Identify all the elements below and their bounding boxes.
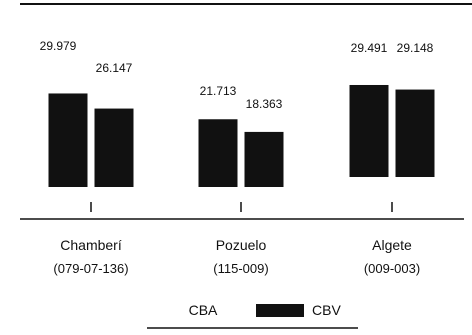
value-label-cba-2: 29.491	[351, 41, 388, 55]
x-tick-label-1: Pozuelo	[216, 237, 267, 253]
value-label-cbv-1: 18.363	[246, 97, 283, 111]
legend-label-cba: CBA	[189, 302, 218, 318]
bar-cba-2	[349, 84, 389, 177]
x-tick-code-1: (115-009)	[213, 261, 268, 276]
bar-cbv-2	[395, 89, 435, 177]
x-tick-code-2: (009-003)	[364, 261, 420, 276]
legend-label-cbv: CBV	[312, 302, 341, 318]
value-label-cbv-0: 26.147	[96, 61, 133, 75]
value-labels-layer: 29.979 26.147 21.713 18.363 29.491 29.148	[40, 39, 434, 111]
bars-layer	[48, 84, 435, 187]
value-label-cbv-2: 29.148	[397, 41, 434, 55]
legend-swatch-cbv	[256, 304, 304, 317]
bar-cbv-1	[244, 131, 284, 187]
bar-cba-1	[198, 119, 238, 187]
x-tick-label-0: Chamberí	[60, 237, 122, 253]
bar-cba-0	[48, 93, 88, 187]
value-label-cba-1: 21.713	[200, 84, 237, 98]
x-tick-label-2: Algete	[372, 237, 412, 253]
legend: CBA CBV	[147, 302, 358, 329]
bar-cbv-0	[94, 108, 134, 187]
value-label-cba-0: 29.979	[40, 39, 77, 53]
x-tick-code-0: (079-07-136)	[53, 261, 128, 276]
x-axis	[20, 202, 464, 220]
x-tick-labels: Chamberí (079-07-136) Pozuelo (115-009) Alge…	[53, 237, 420, 276]
